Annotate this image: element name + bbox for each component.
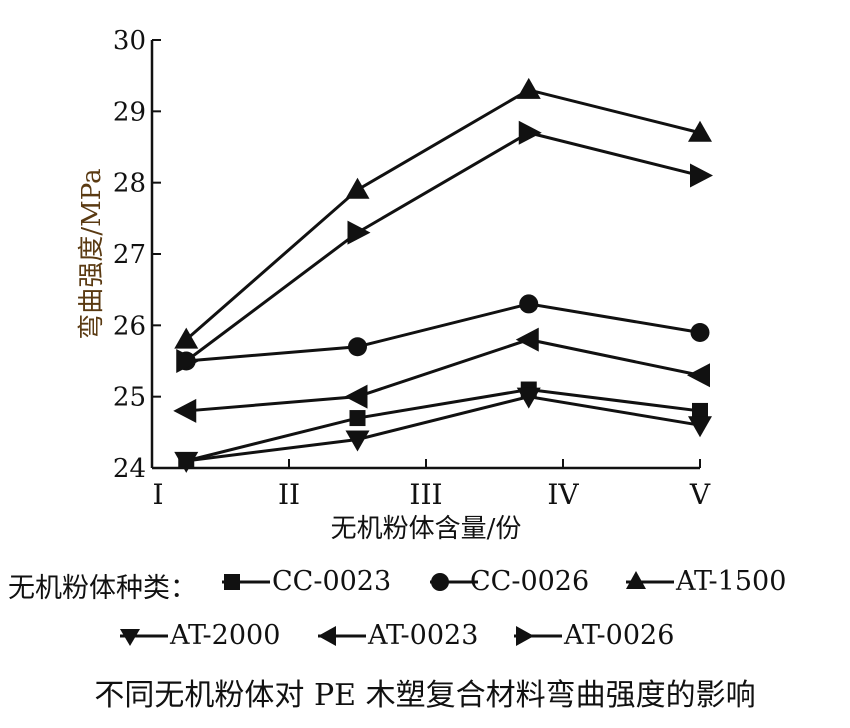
x-tick-label: III xyxy=(409,478,442,511)
series-line-at-0026 xyxy=(185,131,701,363)
legend-item-at-0023: AT-0023 xyxy=(318,620,478,651)
square-marker-icon xyxy=(222,573,270,590)
x-tick-label: IV xyxy=(547,478,579,511)
data-point-cc-0023 xyxy=(349,410,366,427)
legend-item-cc-0023: CC-0023 xyxy=(222,566,391,597)
series-line-cc-0023 xyxy=(185,388,701,463)
y-tick-label: 29 xyxy=(113,97,146,127)
data-point-at-2000 xyxy=(345,430,370,452)
triangle-down-marker-icon xyxy=(120,628,168,646)
legend-item-cc-0026: CC-0026 xyxy=(430,566,589,597)
data-point-at-0026 xyxy=(518,120,542,145)
series-line-cc-0026 xyxy=(186,302,701,363)
series-line-at-0023 xyxy=(186,338,701,413)
data-point-at-0026 xyxy=(347,220,371,245)
data-point-at-2000 xyxy=(516,387,541,409)
legend-item-at-0026: AT-0026 xyxy=(514,620,674,651)
data-point-at-0023 xyxy=(344,384,368,409)
data-point-at-0026 xyxy=(690,163,713,188)
figure-caption: 不同无机粉体对 PE 木塑复合材料弯曲强度的影响 xyxy=(94,678,756,713)
y-tick-label: 28 xyxy=(113,169,146,199)
series-line-at-2000 xyxy=(186,395,701,463)
data-point-at-0023 xyxy=(515,327,539,352)
y-tick-label: 25 xyxy=(113,383,146,413)
data-point-cc-0023 xyxy=(692,402,708,419)
data-point-at-0026 xyxy=(176,349,200,373)
data-point-at-1500 xyxy=(174,327,199,349)
data-point-at-0023 xyxy=(687,363,710,388)
y-tick-label: 24 xyxy=(113,454,146,484)
legend-title: 无机粉体种类： xyxy=(8,573,197,604)
y-tick-label: 30 xyxy=(113,26,146,56)
triangle-left-marker-icon xyxy=(318,625,366,646)
data-point-cc-0026 xyxy=(690,322,710,342)
y-tick-label: 26 xyxy=(113,311,146,341)
y-tick-label: 27 xyxy=(113,240,146,270)
data-point-at-1500 xyxy=(688,120,712,142)
data-point-cc-0026 xyxy=(348,337,367,357)
x-tick-label: II xyxy=(278,478,300,511)
triangle-up-marker-icon xyxy=(626,570,674,589)
x-axis-label: 无机粉体含量/份 xyxy=(331,514,522,544)
triangle-right-marker-icon xyxy=(514,625,562,646)
y-axis-label: 弯曲强度/MPa xyxy=(77,168,107,339)
data-point-cc-0026 xyxy=(519,294,539,314)
legend-item-at-1500: AT-1500 xyxy=(626,566,786,597)
data-point-at-2000 xyxy=(174,451,199,473)
data-point-at-1500 xyxy=(345,177,370,199)
data-point-at-2000 xyxy=(688,416,712,438)
x-tick-label: V xyxy=(689,478,711,511)
data-point-at-0023 xyxy=(173,398,197,423)
series-line-at-1500 xyxy=(185,88,701,341)
circle-marker-icon xyxy=(430,572,478,591)
x-tick-label: I xyxy=(152,478,163,511)
legend-item-at-2000: AT-2000 xyxy=(120,620,280,651)
data-point-at-1500 xyxy=(516,77,541,99)
